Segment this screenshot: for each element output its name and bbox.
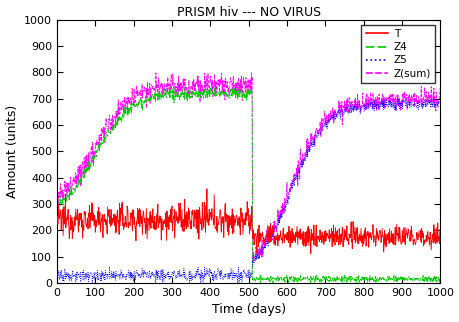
Z5 xyxy=(437,97,442,101)
Z5 xyxy=(353,104,358,108)
Z(sum) xyxy=(317,134,323,138)
T xyxy=(437,227,442,231)
Z5 xyxy=(359,105,365,109)
T xyxy=(93,218,99,222)
T xyxy=(54,220,60,223)
T xyxy=(223,212,228,216)
T xyxy=(209,213,214,217)
Z5 xyxy=(223,272,228,276)
Z5 xyxy=(317,129,323,133)
Z(sum) xyxy=(360,101,365,105)
Z5 xyxy=(90,281,95,285)
Z(sum) xyxy=(209,90,214,94)
Z4 xyxy=(257,281,263,285)
Z4 xyxy=(209,90,214,94)
Z(sum) xyxy=(437,86,442,90)
Z4 xyxy=(223,90,228,94)
T xyxy=(253,252,259,256)
Z4 xyxy=(317,279,323,283)
Line: Z5: Z5 xyxy=(57,98,439,283)
Line: Z(sum): Z(sum) xyxy=(57,73,439,262)
T xyxy=(204,187,209,191)
Z4 xyxy=(437,274,442,278)
Z(sum) xyxy=(248,71,254,75)
Z4 xyxy=(353,279,358,283)
Z5 xyxy=(54,275,60,279)
Z5 xyxy=(209,271,214,275)
X-axis label: Time (days): Time (days) xyxy=(211,303,285,317)
Z(sum) xyxy=(54,197,60,201)
Y-axis label: Amount (units): Amount (units) xyxy=(6,105,18,198)
Line: Z4: Z4 xyxy=(57,86,439,283)
Legend: T, Z4, Z5, Z(sum): T, Z4, Z5, Z(sum) xyxy=(361,25,434,83)
Z4 xyxy=(168,84,174,88)
Z4 xyxy=(93,155,99,159)
T xyxy=(360,232,365,236)
Z4 xyxy=(54,205,60,209)
Z(sum) xyxy=(93,144,99,148)
Line: T: T xyxy=(57,189,439,254)
Z5 xyxy=(94,271,99,275)
Z5 xyxy=(427,96,433,99)
Z(sum) xyxy=(353,109,358,112)
T xyxy=(317,230,323,234)
T xyxy=(353,226,358,230)
Z(sum) xyxy=(223,82,228,86)
Z4 xyxy=(360,278,365,282)
Z(sum) xyxy=(250,260,255,264)
Title: PRISM hiv --- NO VIRUS: PRISM hiv --- NO VIRUS xyxy=(176,5,320,19)
